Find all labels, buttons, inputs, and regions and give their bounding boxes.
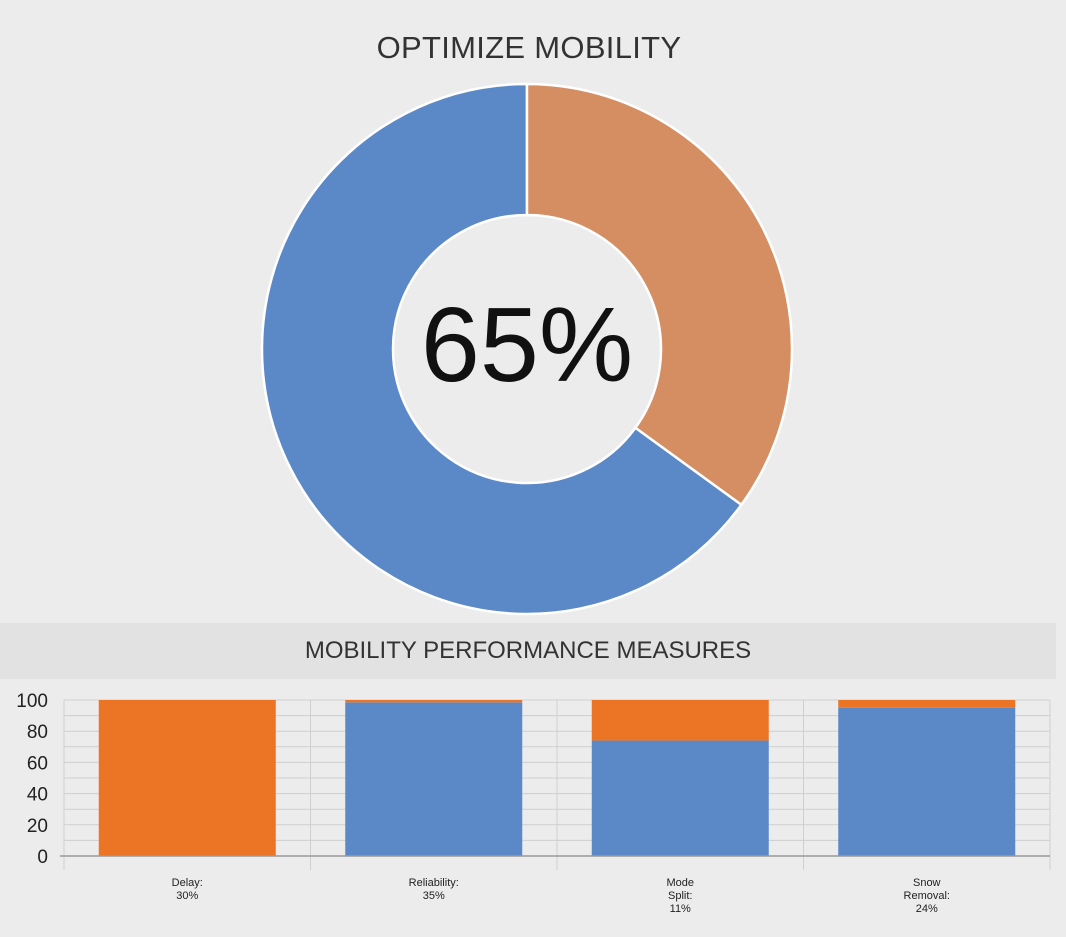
x-category-label: Mode Split: 11%: [666, 877, 694, 915]
bar-segment-3-2: [591, 700, 769, 741]
y-tick-label: 100: [16, 691, 48, 712]
bar-segment-1-2: [98, 700, 276, 856]
donut-chart: [260, 82, 794, 616]
donut-slice-1: [260, 82, 744, 616]
y-tick-label: 80: [27, 722, 48, 743]
bar-chart-title: MOBILITY PERFORMANCE MEASURES: [0, 623, 1056, 679]
stacked-bar-chart: 0 20 40 60 80 100 Delay: 30% Reliability: 35% Mode…: [16, 691, 1051, 915]
x-category-label: Snow Removal: 24%: [904, 877, 950, 915]
bar-segment-2-1: [345, 702, 523, 856]
bar-segment-4-2: [838, 700, 1016, 708]
donut-center-value: 65%: [420, 286, 634, 404]
y-tick-label: 20: [27, 816, 48, 837]
bar-segment-3-1: [591, 740, 769, 856]
donut-slice-2: [525, 82, 794, 507]
y-tick-label: 40: [27, 785, 48, 806]
y-tick-label: 0: [37, 847, 48, 868]
x-category-label: Delay: 30%: [172, 877, 203, 902]
donut-chart-title: OPTIMIZE MOBILITY: [376, 30, 682, 65]
bar-segment-2-2: [345, 700, 523, 703]
y-tick-label: 60: [27, 753, 48, 774]
bar-segment-4-1: [838, 707, 1016, 856]
x-category-label: Reliability: 35%: [409, 877, 459, 902]
